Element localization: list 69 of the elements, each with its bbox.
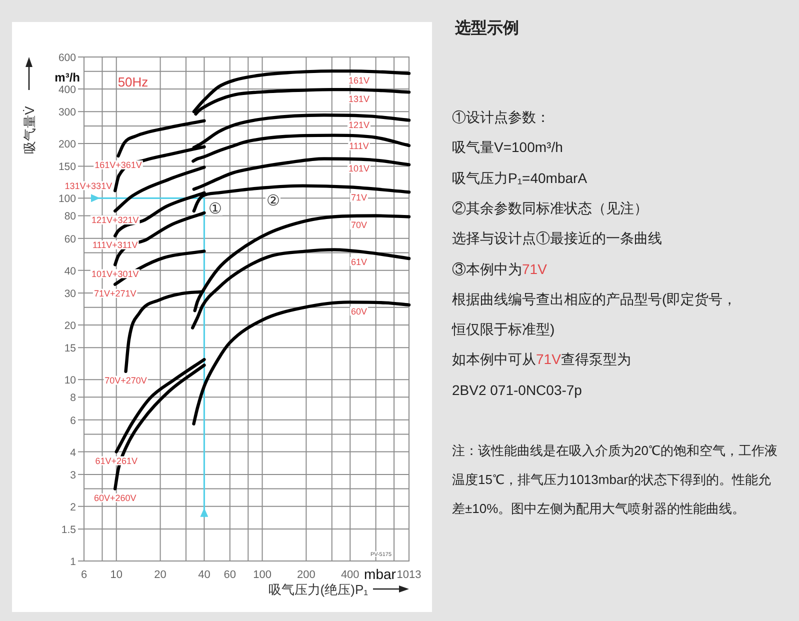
text: ①设计点参数： (452, 109, 550, 125)
text: m³/h (54, 70, 80, 84)
series-label: 61V+261V (95, 456, 138, 466)
y-tick-label: 40 (64, 265, 76, 278)
series-label: 111V (349, 141, 369, 152)
text: 如本例中可从 (452, 351, 536, 368)
x-tick-label: 40 (198, 569, 210, 581)
y-tick-label: 30 (64, 288, 76, 300)
annotation: ② (266, 192, 280, 210)
y-tick-label: 10 (64, 374, 76, 387)
annotation: ① (208, 200, 222, 218)
text: mbar (364, 566, 396, 582)
text: 71V (522, 260, 547, 276)
text: 吸气压力P₁=40mbarA (452, 170, 588, 186)
x-tick-label: 6 (80, 569, 88, 581)
y-tick-label: 15 (64, 342, 76, 355)
y-tick-label: 100 (58, 193, 76, 206)
text: 选择与设计点①最接近的一条曲线 (452, 230, 662, 246)
x-tick-label: 100 (253, 569, 272, 581)
y-tick-label: 300 (58, 106, 76, 119)
y-tick-label: 200 (58, 138, 76, 151)
y-tick-label: 80 (64, 210, 76, 223)
series-label: 121V (348, 120, 370, 130)
y-tick-label: 60 (64, 233, 76, 246)
text: 根据曲线编号查出相应的产品型号(即定货号， (452, 290, 737, 307)
series-label: 70V+270V (104, 376, 147, 386)
x-tick-label: 1013 (396, 569, 422, 581)
y-tick-label: 4 (70, 446, 76, 459)
series-label: 71V (350, 192, 368, 203)
x-tick-label: 400 (340, 569, 360, 581)
series-label: 121V+321V (91, 215, 139, 226)
y-tick-label: 6 (70, 414, 76, 427)
series-label: 101V (348, 164, 370, 174)
series-label: 161V (348, 75, 370, 86)
y-tick-label: 600 (58, 52, 76, 64)
y-tick-label: 20 (64, 320, 76, 332)
text: 查得泵型为 (560, 351, 631, 368)
series-label: 131V (348, 94, 370, 104)
series-label: 71V+271V (94, 288, 136, 299)
series-label: 161V+361V (94, 160, 142, 170)
text: 注：该性能曲线是在吸入介质为20℃的饱和空气，工作液温度15℃，排气压力1013mbar的状态下得到的。性能允差±10%。图中左侧为配用大气喷射器的性能曲线。 (452, 442, 778, 518)
y-tick-label: 1.5 (61, 524, 76, 536)
series-label: 60V+260V (94, 493, 136, 504)
x-axis-title: 吸气压力(绝压)P₁ (268, 582, 369, 597)
series-label: 111V+311V (92, 240, 138, 250)
text: 2BV2 071-0NC03-7p (452, 382, 582, 398)
series-label: 70V (350, 220, 368, 230)
y-tick-label: 8 (70, 392, 76, 404)
y-tick-label: 400 (58, 84, 76, 96)
x-tick-label: 60 (224, 569, 236, 581)
y-tick-label: 2 (70, 501, 76, 514)
y-tick-label: 1 (70, 556, 76, 568)
annotation: 50Hz (118, 74, 148, 90)
y-tick-label: 3 (70, 469, 76, 482)
series-label: 131V+331V (64, 180, 112, 191)
series-label: 60V (350, 306, 368, 316)
text: ②其余参数同标准状态（见注） (452, 200, 648, 216)
x-tick-label: 10 (110, 569, 122, 581)
series-label: 61V (350, 256, 368, 267)
text: 选型示例 (455, 18, 519, 39)
text: 71V (536, 351, 561, 368)
series-label: 101V+301V (91, 268, 139, 279)
text: 吸气量V=100m³/h (452, 139, 563, 156)
text: 恒仅限于标准型) (452, 321, 555, 338)
x-tick-label: 200 (297, 569, 316, 581)
text: ③本例中为 (452, 260, 522, 276)
x-tick-label: 20 (154, 569, 166, 581)
y-tick-label: 150 (58, 161, 76, 174)
y-axis-title: 吸气量V̇ (22, 106, 37, 154)
